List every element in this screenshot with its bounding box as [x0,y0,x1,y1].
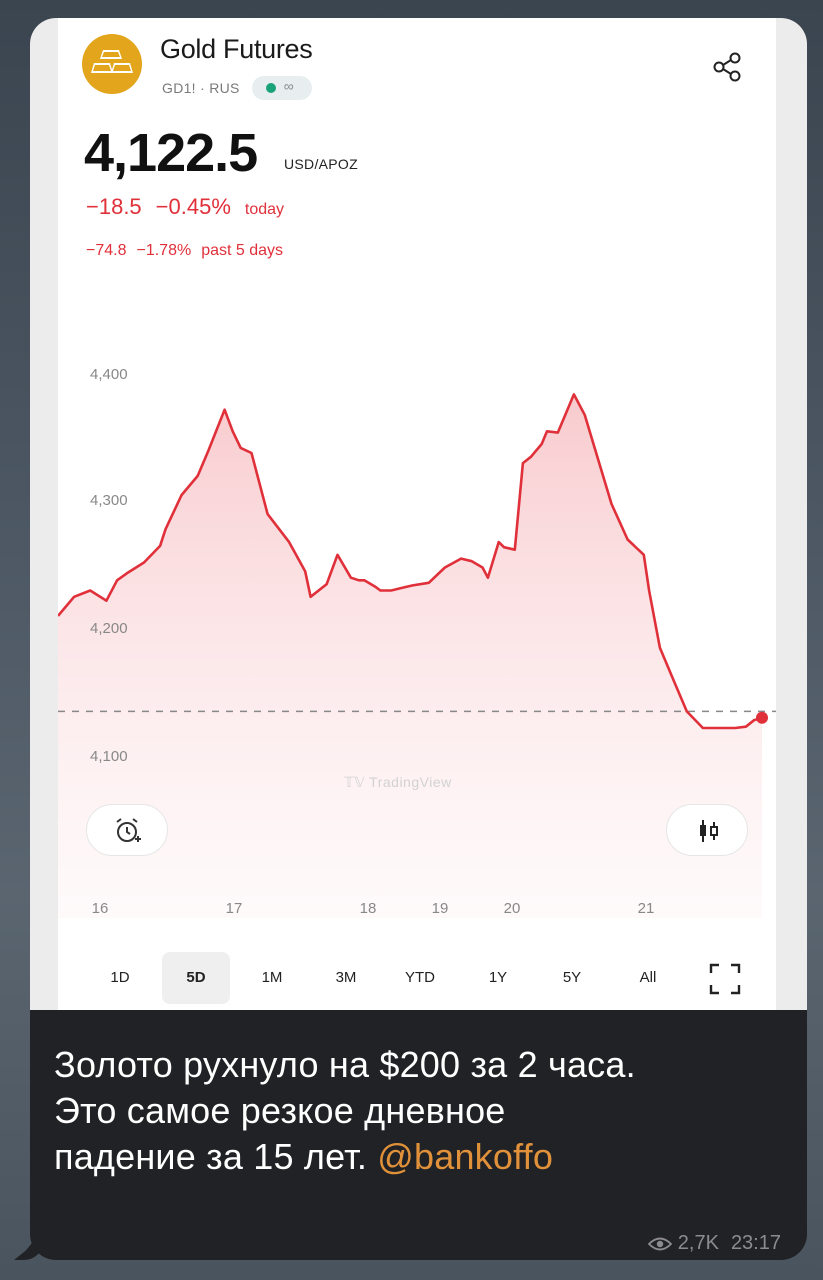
price-chart[interactable] [58,318,776,918]
x-tick-label: 21 [637,900,655,917]
change-today-pct: −0.45% [155,194,231,219]
range-5d[interactable]: 5D [162,952,230,1004]
last-price: 4,122.5 [84,123,258,183]
infinity-icon: ∞ [283,78,294,94]
market-status-pill: ∞ [251,76,312,100]
y-tick-label: 4,100 [90,748,128,765]
range-all[interactable]: All [639,969,657,986]
eye-icon [647,1237,672,1250]
message-meta: 2,7K 23:17 [647,1232,781,1255]
watermark-text: TradingView [369,774,452,790]
range-1m[interactable]: 1M [261,969,283,986]
y-tick-label: 4,300 [90,492,128,509]
instrument-name: Gold Futures [160,34,313,64]
quote-card: Gold Futures GD1! · RUS ∞ 4,122.5 USD/AP… [58,18,776,1010]
change-5d-pct: −1.78% [136,242,192,259]
range-ytd[interactable]: YTD [405,969,435,986]
add-alert-button[interactable] [86,804,168,856]
tradingview-watermark: 𝕋𝕍 TradingView [344,774,452,791]
view-count: 2,7K [677,1232,719,1254]
ticker-line: GD1! · RUS ∞ [162,76,312,100]
live-dot-icon [265,83,276,93]
post-caption: Золото рухнуло на $200 за 2 часа. Это са… [54,1042,794,1180]
change-5-days: −74.8 −1.78% past 5 days [86,242,283,260]
change-today: −18.5 −0.45% today [86,194,284,220]
x-tick-label: 19 [431,900,449,917]
chart-type-button[interactable] [666,804,748,856]
range-5y[interactable]: 5Y [562,969,582,986]
y-tick-label: 4,200 [90,620,128,637]
range-1d[interactable]: 1D [110,969,130,986]
gold-bars-logo-icon [82,34,142,94]
change-today-abs: −18.5 [86,194,142,219]
x-tick-label: 17 [225,900,243,917]
add-alarm-icon [116,818,141,842]
caption-line: Это самое резкое дневное [54,1090,506,1131]
caption-line: падение за 15 лет. @bankoffo [54,1134,794,1180]
channel-mention-link[interactable]: @bankoffo [377,1136,554,1177]
x-tick-label: 20 [503,900,521,917]
time-range-selector: 1D 5D 1M 3M YTD 1Y 5Y All [58,952,776,1004]
currency-unit: USD/APOZ [284,156,358,172]
price-area-fill [58,394,762,918]
y-tick-label: 4,400 [90,366,128,383]
change-5d-abs: −74.8 [86,242,127,259]
caption-text: падение за 15 лет. [54,1136,378,1177]
price-series-line [58,393,763,730]
today-label: today [244,201,285,218]
last-price-dot [756,711,768,724]
range-3m[interactable]: 3M [335,969,357,986]
past-5-days-label: past 5 days [201,242,284,259]
range-1y[interactable]: 1Y [488,969,508,986]
share-icon[interactable] [710,50,744,84]
candlestick-icon [700,820,718,842]
screenshot-image[interactable]: Gold Futures GD1! · RUS ∞ 4,122.5 USD/AP… [30,18,807,1010]
caption-line: Золото рухнуло на $200 за 2 часа. [54,1044,636,1085]
post-time: 23:17 [730,1232,781,1254]
message-bubble: Gold Futures GD1! · RUS ∞ 4,122.5 USD/AP… [30,18,807,1260]
x-tick-label: 18 [359,900,377,917]
tradingview-logo-icon: 𝕋𝕍 [344,774,370,790]
x-tick-label: 16 [91,900,109,917]
fullscreen-icon[interactable] [708,962,742,996]
ticker-text: GD1! · RUS [162,80,240,96]
